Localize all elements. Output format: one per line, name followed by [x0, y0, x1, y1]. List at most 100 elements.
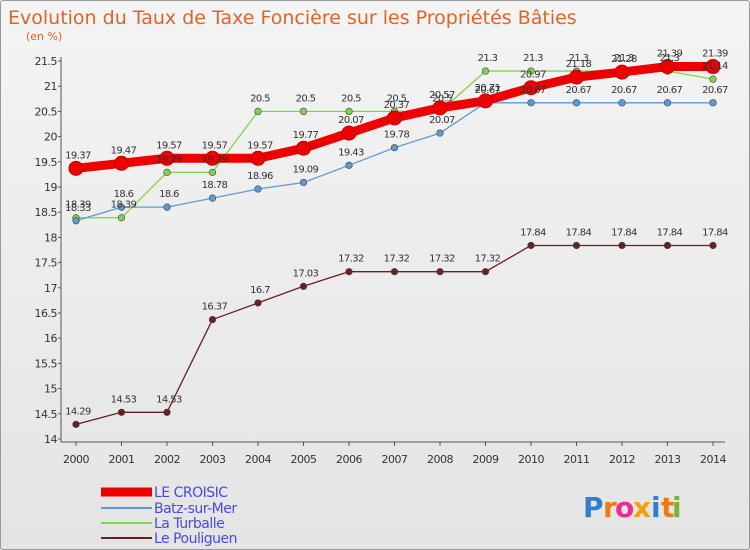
y-tick-label: 18.5 — [35, 206, 58, 219]
data-label: 19.47 — [111, 145, 137, 156]
x-tick-label: 2000 — [63, 453, 89, 466]
data-label: 20.67 — [520, 85, 546, 96]
data-label: 18.33 — [65, 203, 91, 214]
data-label: 20.5 — [432, 93, 452, 104]
data-point — [163, 203, 171, 211]
data-point — [345, 268, 353, 276]
x-tick-label: 2008 — [427, 453, 453, 466]
y-tick-label: 17 — [44, 282, 57, 295]
data-point — [387, 110, 402, 126]
data-label: 21.3 — [523, 53, 543, 64]
data-label: 19.09 — [293, 164, 319, 175]
y-tick-label: 18 — [44, 231, 57, 244]
legend-label: La Turballe — [154, 516, 224, 532]
y-tick-label: 15 — [44, 383, 57, 396]
data-label: 19.43 — [338, 147, 364, 158]
data-label: 20.67 — [702, 85, 728, 96]
data-point — [709, 75, 717, 83]
chart-title: Evolution du Taux de Taxe Foncière sur l… — [8, 7, 577, 29]
y-tick-label: 16.5 — [35, 307, 58, 320]
logo-letter: t — [661, 491, 674, 524]
x-tick-label: 2001 — [109, 453, 135, 466]
y-tick-label: 16 — [44, 332, 57, 345]
data-label: 18.39 — [65, 200, 91, 211]
logo-letter: r — [603, 491, 617, 524]
data-label: 14.53 — [111, 394, 137, 405]
y-tick-label: 21 — [44, 80, 57, 93]
data-label: 20.07 — [429, 115, 455, 126]
data-point — [618, 99, 626, 107]
y-tick-label: 20.5 — [35, 105, 58, 118]
data-label: 20.71 — [475, 83, 501, 94]
data-point — [481, 67, 490, 75]
series-le-croisic — [68, 59, 721, 176]
series-batz-sur-mer — [72, 99, 717, 225]
data-label: 17.03 — [293, 268, 319, 279]
data-label: 19.37 — [65, 150, 91, 161]
logo-letter: o — [615, 491, 634, 524]
data-point — [208, 194, 217, 202]
data-label: 20.5 — [250, 93, 270, 104]
data-label: 17.84 — [566, 227, 592, 238]
data-point — [527, 67, 535, 75]
data-point — [523, 80, 539, 96]
series-layer — [68, 59, 721, 428]
data-label: 17.32 — [429, 254, 455, 265]
data-label: 20.57 — [429, 90, 455, 101]
logo-letter: i — [651, 491, 661, 524]
data-point — [72, 217, 80, 225]
data-point — [117, 408, 126, 416]
data-point — [208, 168, 217, 176]
data-point — [254, 107, 262, 115]
data-point — [527, 241, 535, 250]
data-label: 19.77 — [293, 130, 319, 141]
data-point — [705, 59, 721, 75]
x-tick-label: 2013 — [655, 453, 681, 466]
data-label: 14.29 — [65, 406, 91, 417]
data-point — [345, 161, 353, 169]
data-point — [618, 241, 626, 250]
data-point — [159, 150, 175, 166]
data-label: 17.84 — [657, 227, 683, 238]
data-label: 14.53 — [156, 394, 182, 405]
data-label: 17.32 — [384, 254, 410, 265]
data-label: 21.28 — [611, 54, 637, 65]
data-point — [208, 315, 217, 324]
data-label: 21.3 — [660, 53, 680, 64]
data-point — [709, 99, 717, 107]
y-tick-label: 14 — [44, 433, 57, 446]
x-tick-label: 2014 — [700, 453, 726, 466]
x-tick-label: 2010 — [518, 453, 544, 466]
data-label: 20.07 — [338, 115, 364, 126]
data-point — [299, 282, 308, 290]
data-point — [205, 150, 220, 166]
data-point — [163, 408, 171, 416]
data-point — [436, 129, 444, 137]
data-label: 20.67 — [611, 85, 637, 96]
x-tick-label: 2002 — [154, 453, 180, 466]
data-labels: 19.37 19.47 19.57 19.57 19.57 19.77 20.07 20.37… — [65, 49, 728, 418]
data-point — [432, 100, 448, 116]
data-label: 17.32 — [475, 254, 501, 265]
data-point — [250, 150, 266, 166]
x-tick-label: 2011 — [564, 453, 590, 466]
data-label: 20.67 — [657, 85, 683, 96]
data-label: 19.57 — [202, 140, 228, 151]
data-point — [299, 107, 308, 115]
data-point — [341, 125, 357, 141]
data-point — [481, 268, 490, 276]
data-point — [114, 155, 129, 171]
data-point — [254, 185, 262, 193]
data-point — [436, 268, 444, 276]
data-point — [478, 93, 493, 109]
data-label: 20.5 — [341, 93, 361, 104]
series-le-pouliguen — [72, 241, 717, 428]
data-label: 19.57 — [156, 140, 182, 151]
data-point — [572, 241, 581, 250]
x-tick-label: 2004 — [245, 453, 271, 466]
data-label: 16.7 — [250, 285, 270, 296]
data-label: 18.39 — [111, 200, 137, 211]
